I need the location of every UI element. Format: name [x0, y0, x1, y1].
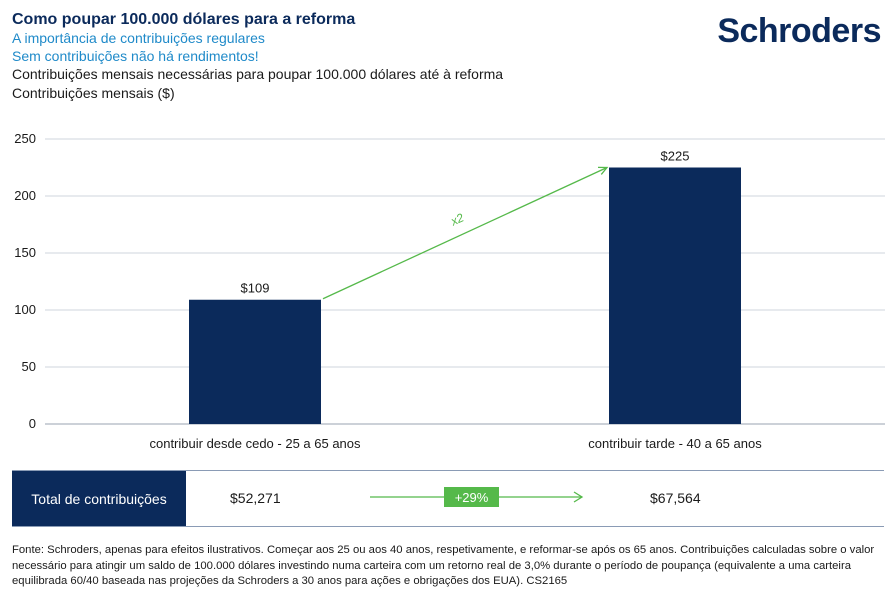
- data-label-1: $225: [661, 149, 690, 164]
- y-tick-layer: 0 50 100 150 200 250: [14, 131, 36, 431]
- data-label-layer: $109 $225: [241, 149, 690, 296]
- schroders-logo: Schroders: [717, 12, 881, 50]
- annotation-layer: x2: [322, 166, 609, 300]
- totals-label: Total de contribuições: [12, 471, 186, 526]
- bar-layer: [189, 167, 741, 424]
- y-tick-label-0: 0: [29, 416, 36, 431]
- subtitle-2: Sem contribuições não há rendimentos!: [12, 48, 259, 64]
- chart-description: Contribuições mensais necessárias para p…: [12, 66, 504, 82]
- category-label-0: contribuir desde cedo - 25 a 65 anos: [149, 436, 361, 451]
- bar-1: [609, 167, 741, 424]
- total-early-value: $52,271: [230, 490, 281, 506]
- data-label-0: $109: [241, 281, 270, 296]
- y-tick-label-5: 250: [14, 131, 36, 146]
- source-footnote: Fonte: Schroders, apenas para efeitos il…: [12, 544, 875, 587]
- total-late-value: $67,564: [650, 490, 701, 506]
- chart-title: Como poupar 100.000 dólares para a refor…: [12, 11, 356, 28]
- bar-chart: 0 50 100 150 200 250 $109 $225 contribuir desd…: [14, 131, 885, 451]
- y-tick-label-4: 200: [14, 188, 36, 203]
- change-badge: +29%: [444, 487, 499, 507]
- y-axis-caption: Contribuições mensais ($): [12, 85, 175, 101]
- y-tick-label-2: 100: [14, 302, 36, 317]
- bar-0: [189, 299, 321, 424]
- grid-layer: [45, 138, 885, 425]
- growth-annotation-label: x2: [448, 210, 467, 229]
- growth-arrow-head-icon: [597, 166, 609, 175]
- growth-arrow-line: [322, 166, 608, 300]
- y-tick-label-1: 50: [22, 359, 36, 374]
- totals-row: Total de contribuições $52,271 +29% $67,…: [12, 470, 884, 527]
- subtitle-1: A importância de contribuições regulares: [12, 30, 265, 46]
- category-label-1: contribuir tarde - 40 a 65 anos: [588, 436, 762, 451]
- y-tick-label-3: 150: [14, 245, 36, 260]
- header: Como poupar 100.000 dólares para a refor…: [12, 10, 652, 103]
- category-label-layer: contribuir desde cedo - 25 a 65 anos cont…: [149, 436, 762, 451]
